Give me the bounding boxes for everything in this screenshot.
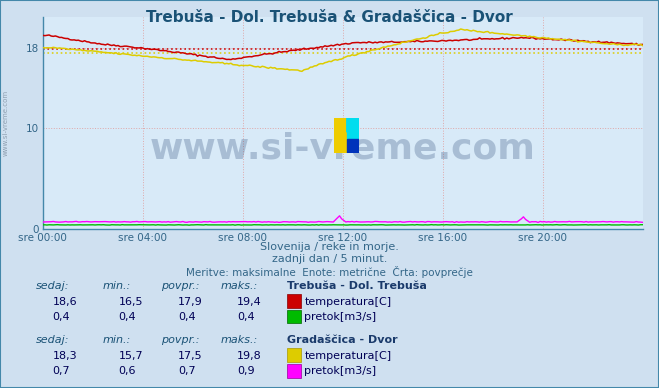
Text: povpr.:: povpr.: xyxy=(161,335,200,345)
Bar xyxy=(347,118,359,139)
Polygon shape xyxy=(347,118,352,132)
Text: 18,6: 18,6 xyxy=(53,296,77,307)
Text: 0,4: 0,4 xyxy=(53,312,71,322)
Text: maks.:: maks.: xyxy=(221,335,258,345)
Text: min.:: min.: xyxy=(102,281,130,291)
Text: 19,4: 19,4 xyxy=(237,296,262,307)
Text: min.:: min.: xyxy=(102,335,130,345)
Bar xyxy=(334,118,347,153)
Text: Slovenija / reke in morje.: Slovenija / reke in morje. xyxy=(260,242,399,253)
Bar xyxy=(347,139,359,153)
Text: Trebuša - Dol. Trebuša: Trebuša - Dol. Trebuša xyxy=(287,281,426,291)
Text: Gradaščica - Dvor: Gradaščica - Dvor xyxy=(287,335,397,345)
Text: 16,5: 16,5 xyxy=(119,296,143,307)
Text: 0,4: 0,4 xyxy=(237,312,255,322)
Text: povpr.:: povpr.: xyxy=(161,281,200,291)
Text: sedaj:: sedaj: xyxy=(36,335,70,345)
Text: 0,4: 0,4 xyxy=(119,312,136,322)
Text: 15,7: 15,7 xyxy=(119,351,143,361)
Text: Trebuša - Dol. Trebuša & Gradaščica - Dvor: Trebuša - Dol. Trebuša & Gradaščica - Dv… xyxy=(146,10,513,25)
Text: zadnji dan / 5 minut.: zadnji dan / 5 minut. xyxy=(272,254,387,264)
Text: 0,9: 0,9 xyxy=(237,366,255,376)
Text: 0,7: 0,7 xyxy=(178,366,196,376)
Text: 0,7: 0,7 xyxy=(53,366,71,376)
Text: Meritve: maksimalne  Enote: metrične  Črta: povprečje: Meritve: maksimalne Enote: metrične Črta… xyxy=(186,266,473,278)
Text: 17,5: 17,5 xyxy=(178,351,202,361)
Text: maks.:: maks.: xyxy=(221,281,258,291)
Text: temperatura[C]: temperatura[C] xyxy=(304,351,391,361)
Text: 0,6: 0,6 xyxy=(119,366,136,376)
Text: 19,8: 19,8 xyxy=(237,351,262,361)
Text: pretok[m3/s]: pretok[m3/s] xyxy=(304,312,376,322)
Text: www.si-vreme.com: www.si-vreme.com xyxy=(2,90,9,156)
Text: sedaj:: sedaj: xyxy=(36,281,70,291)
Text: temperatura[C]: temperatura[C] xyxy=(304,296,391,307)
Text: www.si-vreme.com: www.si-vreme.com xyxy=(150,132,536,166)
Text: 18,3: 18,3 xyxy=(53,351,77,361)
Text: pretok[m3/s]: pretok[m3/s] xyxy=(304,366,376,376)
Text: 17,9: 17,9 xyxy=(178,296,203,307)
Text: 0,4: 0,4 xyxy=(178,312,196,322)
